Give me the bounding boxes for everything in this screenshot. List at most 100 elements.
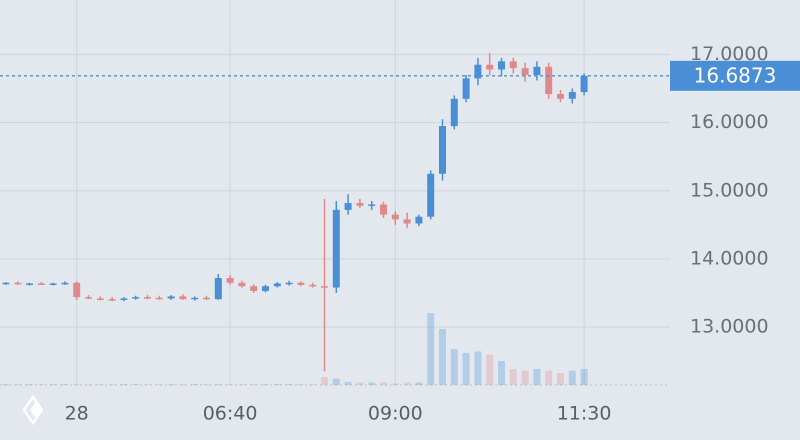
volume-bar [509,369,517,385]
volume-bar [49,384,57,385]
candle-body [568,91,576,99]
volume-bar [85,384,92,385]
volume-bar [297,384,305,385]
volume-bar [61,384,69,385]
volume-bar [108,384,116,385]
volume-bar [450,349,458,385]
volume-bar [285,384,293,385]
volume-bar [309,384,317,385]
candle-body [191,297,199,300]
logo [22,394,44,426]
candle-body [450,98,458,127]
volume-bar [356,382,364,385]
candle-body [403,219,411,224]
volume-bar [214,384,222,385]
volume-bar [155,384,163,385]
candle-body [344,203,352,210]
candle-body [167,296,175,299]
volume-bar [250,384,258,385]
x-tick-label: 06:40 [203,403,258,425]
candle-body [37,283,45,285]
volume-bar [2,384,10,385]
candle-body [108,299,116,301]
candle-body [580,75,588,92]
candle-body [26,283,33,285]
volume-bar [391,383,399,385]
volume-bar [557,373,564,385]
candle-body [120,298,128,300]
volume-bar [521,370,529,385]
candle-body [474,64,482,79]
candle-body [533,66,541,75]
candle-body [226,278,234,283]
candle-body [439,126,446,174]
candle-body [285,282,293,285]
candle-body [391,214,399,220]
volume-bar [474,351,482,385]
volume-bar [332,378,340,385]
candle-body [203,297,210,300]
candle-body [427,173,435,217]
volume-bar [427,313,435,385]
x-tick-label: 09:00 [368,403,423,425]
candle-body [96,298,104,300]
volume-bar [191,384,199,385]
volume-bar [462,353,470,385]
candle-body [462,78,470,99]
candle-body [73,282,81,298]
logo-diamond-inner [30,401,42,419]
candle-body [557,94,564,99]
y-tick-label: 17.0000 [690,43,769,65]
candle-body [14,282,22,285]
candle-body [2,282,10,285]
x-tick-label: 28 [65,403,89,425]
candle-body [309,284,317,287]
volume-bar [14,384,22,385]
candle-body [238,282,246,287]
volume-bar [96,384,104,385]
candle-body [262,286,269,291]
volume-bar [533,369,541,385]
candle-body [332,209,340,288]
candle-body [297,282,305,285]
x-tick-label: 11:30 [557,403,612,425]
volume-bar [132,384,140,385]
candle-body [321,286,328,288]
candle-body [85,297,92,299]
volume-bar [368,382,376,385]
last-price-label: 16.6873 [694,63,777,87]
volume-bar [37,384,45,385]
volume-bar [580,369,588,385]
volume-bar [486,354,494,385]
volume-bar [144,384,151,385]
candle-body [486,64,494,70]
volume-bar [321,377,328,385]
volume-bar [120,384,128,385]
last-price-box [670,60,800,91]
volume-bar [179,384,187,385]
volume-bar [226,384,234,385]
y-tick-label: 15.0000 [690,179,769,201]
volume-bar [273,384,281,385]
candle-body [521,68,529,75]
volume-bar [415,382,423,385]
volume-bar [26,384,33,385]
volume-bar [344,381,352,385]
volume-bar [262,384,269,385]
candle-body [214,278,222,300]
volume-bar [403,382,411,385]
candle-body [144,297,151,299]
candle-body [415,216,423,224]
candle-body [155,297,163,300]
candle-body [273,283,281,287]
y-tick-label: 14.0000 [690,247,769,269]
volume-bar [498,361,505,385]
volume-bar [203,384,210,385]
candle-body [49,283,57,285]
candle-body [509,61,517,69]
volume-bar [167,384,175,385]
candle-body [61,282,69,285]
volume-bar [545,370,553,385]
